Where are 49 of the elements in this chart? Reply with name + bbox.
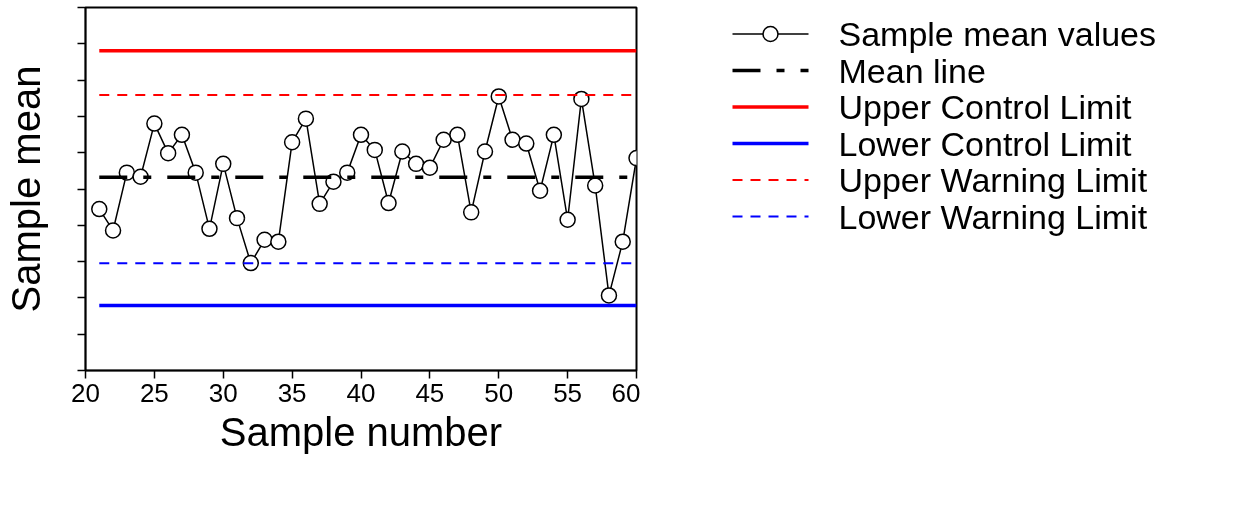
point [449,126,466,144]
point [215,155,232,173]
point [159,144,177,162]
point [614,233,631,250]
legend-label: Upper Control Limit [838,88,1132,127]
point [573,90,590,108]
x-tick-label: 40 [346,377,376,408]
point [545,126,563,144]
point [228,209,246,227]
x-tick-label: 35 [277,377,307,408]
point [394,143,411,160]
point [462,204,480,221]
point [270,233,287,250]
x-tick-label: 25 [139,377,169,408]
x-tick-label: 20 [71,377,100,408]
point [283,133,301,151]
point [407,155,425,173]
point [201,220,218,238]
point [132,168,149,185]
x-tick-label: 45 [415,377,445,408]
point [187,164,204,181]
legend-label: Sample mean values [838,14,1157,53]
point [91,200,108,218]
point [256,231,273,249]
point [146,115,163,132]
point [586,177,604,194]
point [559,211,576,228]
point [504,131,521,148]
y-axis-title: Sample mean [3,65,48,313]
point [173,126,191,144]
point [325,173,342,190]
point [366,141,384,159]
point [531,182,549,199]
point [352,126,370,144]
point [311,195,328,213]
x-tick-label: 55 [553,377,583,408]
point [600,287,618,304]
x-tick-label: 50 [484,377,514,408]
point [421,159,439,176]
x-axis-title: Sample number [219,409,503,454]
x-tick-label: 30 [208,377,238,408]
x-tick-label: 60 [611,377,641,408]
point [297,110,315,127]
legend-label: Upper Warning Limit [838,161,1148,200]
point [476,143,494,160]
point [518,135,535,152]
point [435,131,452,148]
point [380,194,397,212]
point [104,222,122,239]
